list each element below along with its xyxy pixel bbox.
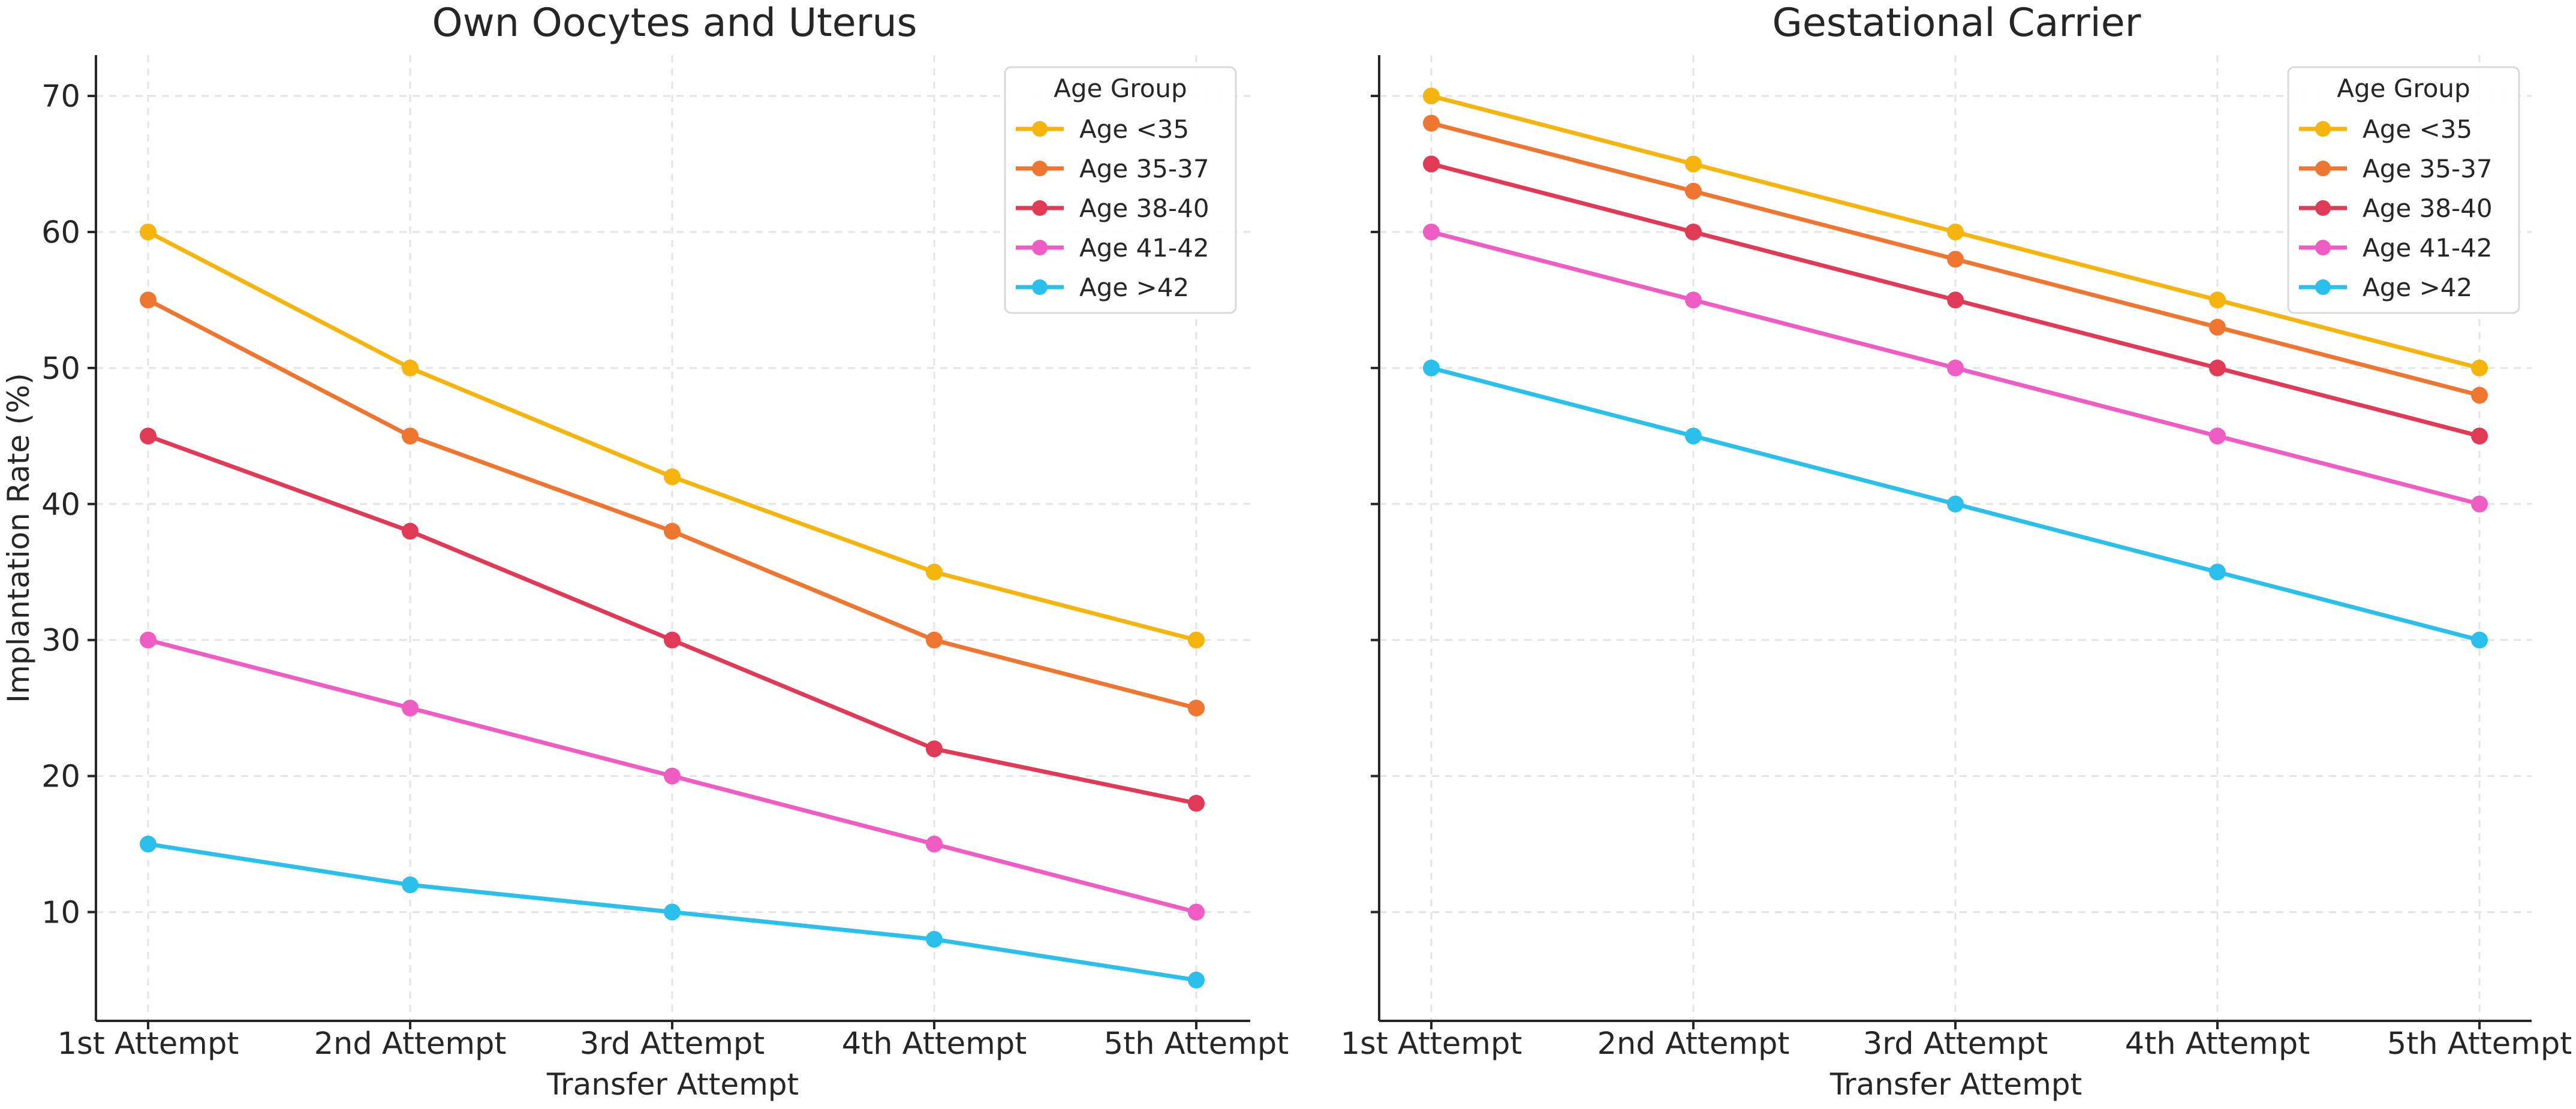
legend-label: Age 38-40 (1079, 194, 1209, 223)
x-tick-label: 1st Attempt (1341, 1026, 1522, 1062)
data-point-age-38-40 (1947, 291, 1964, 309)
x-tick-label: 3rd Attempt (1863, 1026, 2048, 1062)
data-point-age-41-42 (402, 700, 419, 717)
y-tick-label: 30 (41, 623, 80, 659)
legend-swatch-marker (1032, 161, 1048, 176)
data-point-age-35-37 (140, 291, 157, 309)
data-point-age-35 (1188, 631, 1205, 649)
legend-label: Age 41-42 (1079, 233, 1209, 263)
data-point-age-38-40 (1423, 155, 1440, 173)
legend-swatch-marker (2315, 279, 2331, 295)
data-point-age-42 (1423, 359, 1440, 376)
data-point-age-35-37 (2471, 387, 2488, 404)
data-point-age-42 (140, 836, 157, 853)
data-point-age-35 (2209, 291, 2226, 309)
data-point-age-35 (926, 563, 943, 581)
legend-label: Age >42 (1079, 273, 1189, 302)
data-point-age-35 (402, 359, 419, 376)
legend-swatch-marker (2315, 161, 2331, 176)
chart-title: Own Oocytes and Uterus (432, 1, 917, 46)
panel-own-oocytes: 10 20 30 40 50 60 70 1st Attempt 2nd Attempt 3rd … (1, 1, 1289, 1102)
legend-label: Age >42 (2363, 273, 2472, 302)
data-point-age-38-40 (2471, 427, 2488, 445)
legend-label: Age 35-37 (2363, 154, 2493, 183)
legend-swatch-marker (2315, 240, 2331, 255)
legend-swatch-marker (1032, 279, 1048, 295)
data-point-age-38-40 (2209, 359, 2226, 376)
data-point-age-35 (2471, 359, 2488, 376)
data-point-age-35 (1947, 223, 1964, 240)
x-tick-label: 2nd Attempt (314, 1026, 507, 1062)
x-axis-label: Transfer Attempt (546, 1067, 799, 1102)
legend-swatch-marker (1032, 240, 1048, 255)
data-point-age-35-37 (1423, 114, 1440, 132)
x-tick-label: 4th Attempt (842, 1026, 1027, 1062)
legend-label: Age 38-40 (2363, 194, 2493, 223)
legend-label: Age <35 (2363, 114, 2472, 144)
x-tick-label: 5th Attempt (1104, 1026, 1289, 1062)
data-point-age-38-40 (664, 631, 681, 649)
data-point-age-41-42 (2471, 495, 2488, 513)
legend-label: Age <35 (1079, 114, 1189, 144)
data-point-age-35-37 (664, 523, 681, 540)
data-point-age-41-42 (1685, 291, 1702, 309)
data-point-age-42 (664, 903, 681, 921)
legend-swatch-marker (2315, 200, 2331, 216)
panel-gestational-carrier: 1st Attempt 2nd Attempt 3rd Attempt 4th Att… (1341, 1, 2572, 1102)
data-point-age-41-42 (1423, 223, 1440, 240)
data-point-age-35-37 (2209, 318, 2226, 336)
data-point-age-35-37 (1947, 251, 1964, 268)
data-point-age-38-40 (926, 740, 943, 758)
data-point-age-41-42 (664, 767, 681, 785)
x-axis-label: Transfer Attempt (1829, 1067, 2082, 1102)
y-tick-label: 20 (41, 760, 80, 795)
data-point-age-41-42 (1188, 903, 1205, 921)
data-point-age-42 (1947, 495, 1964, 513)
x-tick-label: 2nd Attempt (1597, 1026, 1790, 1062)
y-tick-label: 50 (41, 351, 80, 387)
data-point-age-42 (2209, 563, 2226, 581)
data-point-age-38-40 (140, 427, 157, 445)
legend: Age Group Age <35 Age 35-37 Age 38-40 Age 41… (1004, 66, 1237, 314)
data-point-age-35-37 (402, 427, 419, 445)
chart-title: Gestational Carrier (1772, 1, 2141, 46)
data-point-age-41-42 (926, 836, 943, 853)
legend-swatch-marker (1032, 200, 1048, 216)
legend-label: Age 41-42 (2363, 233, 2493, 263)
data-point-age-38-40 (1685, 223, 1702, 240)
legend-title: Age Group (1054, 74, 1187, 103)
y-axis-label: Implantation Rate (%) (1, 373, 36, 703)
legend-swatch-marker (1032, 121, 1048, 137)
data-point-age-42 (926, 930, 943, 948)
legend-title: Age Group (2337, 74, 2470, 103)
data-point-age-35 (664, 468, 681, 486)
data-point-age-35-37 (1188, 700, 1205, 717)
x-tick-label: 5th Attempt (2387, 1026, 2572, 1062)
data-point-age-42 (402, 876, 419, 894)
data-point-age-42 (1685, 427, 1702, 445)
y-tick-label: 70 (41, 79, 80, 114)
data-point-age-35-37 (1685, 182, 1702, 200)
data-point-age-42 (2471, 631, 2488, 649)
legend: Age Group Age <35 Age 35-37 Age 38-40 Age 41… (2287, 66, 2520, 314)
data-point-age-35 (140, 223, 157, 240)
x-tick-label: 3rd Attempt (580, 1026, 765, 1062)
data-point-age-35-37 (926, 631, 943, 649)
data-point-age-35 (1685, 155, 1702, 173)
data-point-age-41-42 (1947, 359, 1964, 376)
data-point-age-41-42 (140, 631, 157, 649)
data-point-age-42 (1188, 971, 1205, 989)
y-tick-label: 10 (41, 895, 80, 930)
x-tick-label: 4th Attempt (2125, 1026, 2310, 1062)
legend-label: Age 35-37 (1079, 154, 1209, 183)
legend-swatch-marker (2315, 121, 2331, 137)
data-point-age-35 (1423, 88, 1440, 105)
y-tick-label: 40 (41, 487, 80, 523)
x-tick-label: 1st Attempt (58, 1026, 239, 1062)
data-point-age-38-40 (1188, 794, 1205, 812)
data-point-age-41-42 (2209, 427, 2226, 445)
y-tick-label: 60 (41, 215, 80, 251)
data-point-age-38-40 (402, 523, 419, 540)
